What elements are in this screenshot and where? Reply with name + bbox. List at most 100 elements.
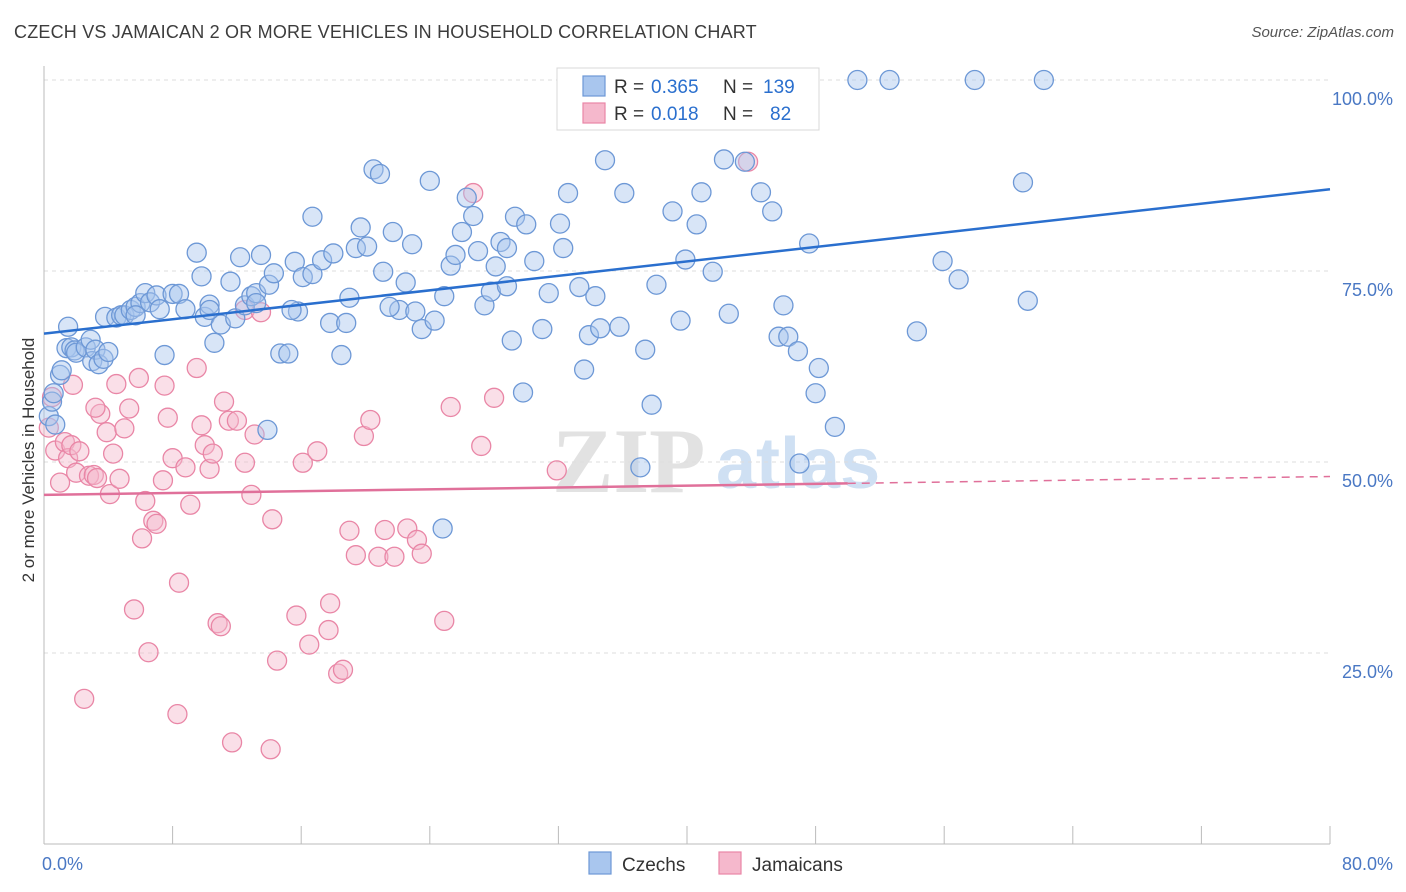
legend-swatch-czechs xyxy=(582,75,606,97)
czechs-point xyxy=(675,249,696,270)
jamaicans-point xyxy=(96,422,117,443)
czechs-trend-line xyxy=(43,188,1331,335)
czechs-point xyxy=(51,360,72,381)
czechs-point xyxy=(278,343,299,364)
czechs-point xyxy=(641,394,662,415)
czechs-point xyxy=(879,69,900,91)
czechs-point xyxy=(373,261,394,282)
jamaicans-point xyxy=(119,398,140,419)
legend-r-label-jamaicans: R = xyxy=(614,104,649,125)
chart-title: CZECH VS JAMAICAN 2 OR MORE VEHICLES IN … xyxy=(14,22,757,42)
jamaicans-point xyxy=(332,659,354,680)
czechs-point xyxy=(250,244,272,266)
czechs-point xyxy=(432,518,453,539)
jamaicans-point xyxy=(152,470,174,491)
jamaicans-point xyxy=(218,410,240,431)
jamaicans-point xyxy=(86,467,108,489)
czechs-point xyxy=(512,382,534,403)
jamaicans-point xyxy=(191,415,212,436)
czechs-point xyxy=(1012,172,1034,193)
jamaicans-point xyxy=(210,616,231,637)
legend-n-value-czechs: 139 xyxy=(763,77,795,98)
czechs-point xyxy=(204,332,225,353)
jamaicans-point xyxy=(226,410,248,431)
czechs-point xyxy=(734,151,756,172)
jamaicans-point xyxy=(102,443,124,464)
y-tick-label: 25.0% xyxy=(1342,662,1393,682)
czechs-point xyxy=(463,205,484,227)
czechs-point xyxy=(948,269,969,290)
jamaicans-point xyxy=(114,418,135,439)
jamaicans-point xyxy=(260,739,281,760)
czechs-point xyxy=(773,295,794,316)
bottom-legend-label-jamaicans: Jamaicans xyxy=(752,855,843,876)
x-tick-label-max: 80.0% xyxy=(1342,854,1393,874)
czechs-point xyxy=(808,357,829,379)
jamaicans-point xyxy=(167,703,188,725)
czechs-point xyxy=(480,281,502,302)
czechs-point xyxy=(799,233,820,254)
legend-r-value-czechs: 0.365 xyxy=(651,77,699,98)
jamaicans-point xyxy=(292,452,313,473)
x-tick-label-min: 0.0% xyxy=(42,854,83,874)
czechs-point xyxy=(762,201,783,222)
legend-n-label-jamaicans: N = xyxy=(723,104,758,125)
y-axis-label: 2 or more Vehicles in Household xyxy=(19,338,38,583)
jamaicans-point xyxy=(368,546,389,567)
jamaicans-point xyxy=(244,424,265,445)
czechs-point xyxy=(750,182,772,203)
bottom-legend: Czechs Jamaicans xyxy=(588,851,843,876)
czechs-point xyxy=(323,243,344,264)
czechs-point xyxy=(691,182,712,203)
jamaicans-point xyxy=(286,605,307,626)
czechs-point xyxy=(229,247,251,268)
czechs-point xyxy=(569,276,590,298)
jamaicans-point xyxy=(135,490,156,512)
czechs-point xyxy=(787,341,809,362)
bottom-legend-swatch-czechs xyxy=(588,851,612,875)
czechs-point xyxy=(419,170,440,191)
czechs-point xyxy=(263,263,285,284)
czechs-point xyxy=(805,383,826,404)
jamaicans-point xyxy=(180,494,201,515)
y-tick-label: 50.0% xyxy=(1342,471,1393,491)
jamaicans-point xyxy=(234,452,256,473)
jamaicans-point xyxy=(483,387,505,408)
watermark-atlas: atlas xyxy=(716,424,880,504)
czechs-point xyxy=(635,339,656,360)
jamaicans-point xyxy=(175,457,196,478)
czechs-point xyxy=(379,296,400,318)
legend-n-value-jamaicans: 82 xyxy=(770,104,791,125)
czechs-point xyxy=(496,237,518,259)
grid-layer: 25.0% 50.0% 75.0% 100.0% xyxy=(44,79,1393,682)
jamaicans-point xyxy=(83,464,104,486)
jamaicans-point xyxy=(319,593,341,614)
legend-n-label-czechs: N = xyxy=(723,77,758,98)
jamaicans-point xyxy=(131,528,153,549)
jamaicans-point xyxy=(213,391,235,412)
czechs-point xyxy=(609,316,630,337)
czechs-point xyxy=(686,214,707,235)
jamaicans-point xyxy=(207,613,228,634)
czechs-point xyxy=(149,299,170,320)
czechs-point xyxy=(424,310,445,331)
jamaicans-point xyxy=(339,520,360,541)
czechs-point xyxy=(168,283,190,305)
legend-swatch-jamaicans xyxy=(582,102,606,124)
jamaicans-point xyxy=(471,435,492,457)
czechs-point xyxy=(80,329,101,350)
czechs-point xyxy=(847,69,868,91)
jamaicans-point xyxy=(74,688,95,709)
jamaicans-point xyxy=(168,572,190,593)
jamaicans-point xyxy=(202,443,223,464)
czechs-point xyxy=(614,182,635,204)
czechs-point xyxy=(350,217,371,238)
czechs-point xyxy=(270,343,291,364)
czechs-point xyxy=(590,318,611,339)
jamaicans-point xyxy=(374,519,395,541)
czechs-point xyxy=(456,187,477,208)
czechs-point xyxy=(302,206,323,227)
czechs-point xyxy=(401,234,423,255)
jamaicans-point xyxy=(143,510,164,531)
